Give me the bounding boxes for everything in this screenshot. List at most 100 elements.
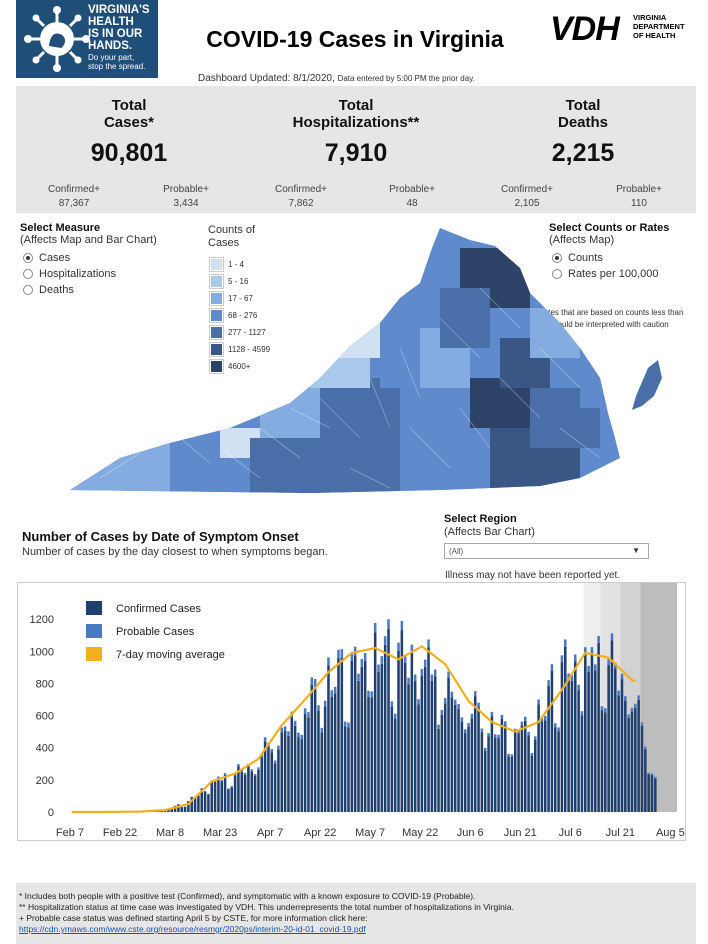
measure-option-deaths[interactable]: Deaths <box>23 282 157 298</box>
confirmed-bar <box>490 716 494 812</box>
confirmed-bar <box>333 693 337 812</box>
confirmed-bar <box>427 647 430 812</box>
total-deaths-stat: Total Deaths 2,215 <box>470 86 696 168</box>
confirmed-bar <box>467 726 470 812</box>
measure-option-cases[interactable]: Cases <box>23 250 157 266</box>
confirmed-bar <box>380 663 384 812</box>
confirmed-bar <box>580 715 584 812</box>
probable-bar <box>350 652 354 661</box>
confirmed-bar <box>584 654 587 812</box>
confirmed-bar <box>540 721 544 812</box>
probable-bar <box>577 684 580 691</box>
probable-bar <box>433 669 437 677</box>
probable-bar <box>337 649 340 659</box>
y-tick-label: 800 <box>36 678 54 690</box>
confirmed-bar <box>243 774 247 812</box>
probable-bar <box>550 664 554 671</box>
x-tick-label: Feb 22 <box>103 827 137 839</box>
probable-bar <box>227 788 230 790</box>
confirmed-bar <box>303 714 307 812</box>
confirmed-bar <box>483 750 487 812</box>
probable-bar <box>597 635 600 644</box>
probable-bar <box>460 717 464 722</box>
bar-chart-subtitle: Number of cases by the day closest to wh… <box>22 546 328 558</box>
confirmed-bar <box>410 652 414 812</box>
probable-bar <box>503 721 507 726</box>
confirmed-bar <box>533 739 537 812</box>
confirmed-bar <box>453 704 457 812</box>
confirmed-bar <box>393 718 397 812</box>
confirmed-bar <box>574 661 577 812</box>
y-tick-label: 600 <box>36 711 54 723</box>
radio-selected-icon[interactable] <box>23 253 33 263</box>
legend-item: 5 - 16 <box>209 273 248 289</box>
confirmed-bar <box>614 668 617 812</box>
confirmed-bar <box>443 703 447 812</box>
confirmed-bar <box>170 808 173 812</box>
probable-bar <box>457 703 460 709</box>
confirmed-bar <box>197 795 200 812</box>
probable-bar <box>373 623 377 633</box>
confirmed-bar <box>547 685 550 812</box>
confirmed-bar <box>373 632 377 812</box>
confirmed-bar <box>597 643 600 812</box>
confirmed-bar <box>237 766 240 812</box>
probable-bar <box>650 773 654 776</box>
chevron-down-icon[interactable]: ▼ <box>632 546 640 555</box>
probable-bar <box>547 680 550 686</box>
option-rates[interactable]: Rates per 100,000 <box>552 266 669 282</box>
probable-bar <box>370 691 374 698</box>
confirmed-bar <box>260 757 264 812</box>
confirmed-bar <box>610 640 614 812</box>
probable-bar <box>654 776 657 779</box>
x-tick-label: Apr 7 <box>257 827 283 839</box>
eastern-shore[interactable] <box>632 360 662 410</box>
total-hospitalizations-value: 7,910 <box>324 139 388 167</box>
probable-bar <box>637 695 640 700</box>
x-tick-label: Aug 5 <box>656 827 685 839</box>
bar-chart-svg: 0 200 400 600 800 1000 1200 Feb 7 Feb 22 Mar 8 Mar… <box>30 583 685 839</box>
confirmed-bar <box>180 807 183 812</box>
option-counts[interactable]: Counts <box>552 250 669 266</box>
confirmed-bar <box>543 720 547 812</box>
confirmed-bar <box>223 774 227 812</box>
confirmed-bar <box>387 628 390 812</box>
radio-selected-icon[interactable] <box>552 253 562 263</box>
dashboard-updated: Dashboard Updated: 8/1/2020, Data entere… <box>198 73 475 84</box>
confirmed-bar <box>473 696 477 812</box>
confirmed-bar <box>477 707 480 812</box>
confirmed-bar <box>363 661 367 812</box>
probable-bar <box>417 699 420 705</box>
probable-bar <box>560 655 564 663</box>
cste-link[interactable]: https://cdn.ymaws.com/www.cste.org/resou… <box>19 924 366 934</box>
confirmed-bar <box>423 666 427 812</box>
confirmed-bar <box>293 725 297 812</box>
confirmed-bar <box>487 736 490 812</box>
probable-bar <box>527 731 530 736</box>
legend-label: Probable Cases <box>116 626 195 638</box>
probable-bar <box>493 734 497 738</box>
radio-icon[interactable] <box>552 269 562 279</box>
probable-bar <box>574 654 577 662</box>
confirmed-bar <box>220 781 224 812</box>
probable-bar <box>533 736 537 740</box>
measure-option-hospitalizations[interactable]: Hospitalizations <box>23 266 157 282</box>
cases-by-onset-chart[interactable]: 0 200 400 600 800 1000 1200 Feb 7 Feb 22 Mar 8 Mar… <box>17 582 686 841</box>
probable-bar <box>580 711 584 716</box>
confirmed-bar <box>177 804 180 812</box>
y-tick-label: 0 <box>48 807 54 819</box>
probable-bar <box>594 664 597 671</box>
probable-bar <box>287 731 290 736</box>
probable-bar <box>600 706 604 711</box>
y-tick-label: 400 <box>36 743 54 755</box>
probable-bar <box>250 769 254 772</box>
confirmed-bar <box>313 686 317 812</box>
region-dropdown[interactable]: (All) ▼ <box>444 543 649 559</box>
radio-icon[interactable] <box>23 269 33 279</box>
probable-bar <box>320 727 324 733</box>
virginia-county-map[interactable] <box>60 228 680 498</box>
radio-icon[interactable] <box>23 285 33 295</box>
confirmed-bar <box>273 763 277 812</box>
total-deaths-value: 2,215 <box>551 139 615 167</box>
vdh-logo-text: VIRGINIA DEPARTMENT OF HEALTH <box>633 13 685 40</box>
